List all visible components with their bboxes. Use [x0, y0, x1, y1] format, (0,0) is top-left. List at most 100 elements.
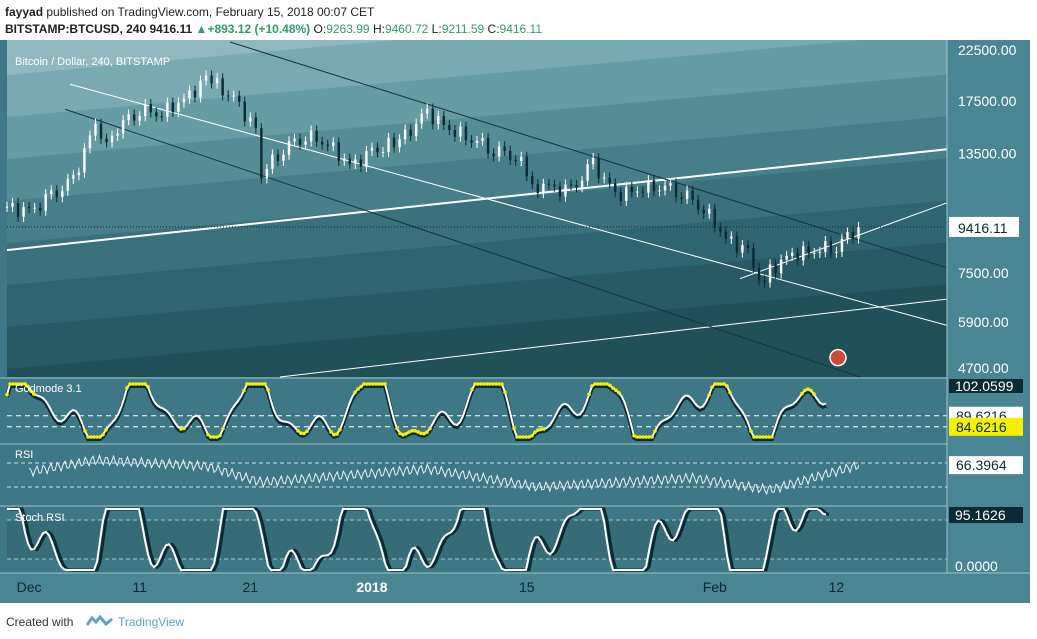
candle: [730, 236, 733, 239]
candle: [802, 246, 805, 261]
chart-area[interactable]: Bitcoin / Dollar, 240, BITSTAMP Godmode 3…: [0, 40, 1037, 603]
godmode-highlight: [515, 435, 519, 439]
candle: [365, 150, 368, 167]
candle: [326, 144, 329, 147]
candle: [359, 159, 363, 167]
godmode-highlight: [518, 435, 522, 439]
godmode-highlight: [137, 382, 141, 386]
godmode-highlight: [491, 382, 495, 386]
candle: [591, 157, 595, 165]
rsi-value-label: 66.3964: [956, 457, 1007, 473]
godmode-highlight: [242, 388, 246, 393]
candle: [320, 141, 324, 145]
time-tick-label: 2018: [356, 579, 387, 595]
rsi-line: [28, 453, 860, 496]
candle: [265, 168, 269, 179]
godmode-highlight: [806, 387, 810, 391]
godmode-highlight: [761, 435, 765, 439]
godmode-highlight: [482, 382, 486, 386]
godmode-highlight: [713, 382, 717, 386]
godmode-highlight: [707, 393, 711, 397]
godmode-highlight: [605, 382, 609, 386]
candle: [503, 146, 506, 151]
godmode-highlight: [590, 384, 594, 388]
candle: [542, 183, 545, 194]
godmode-highlight: [473, 382, 477, 386]
candle: [448, 124, 451, 131]
candle: [453, 130, 457, 137]
godmode-highlight: [215, 435, 219, 439]
candle: [702, 209, 705, 214]
godmode-value-box: [949, 379, 1023, 393]
godmode-highlight: [98, 435, 102, 439]
candle: [182, 98, 186, 103]
godmode-highlight: [86, 435, 90, 439]
godmode-highlight: [521, 435, 525, 439]
candle: [403, 129, 407, 140]
candle: [293, 138, 296, 142]
candle: [282, 154, 285, 161]
godmode-highlight: [212, 435, 216, 439]
godmode-highlight: [755, 435, 759, 439]
candle: [846, 232, 849, 239]
godmode-highlight: [398, 431, 402, 436]
godmode-highlight: [206, 432, 210, 437]
candle: [840, 238, 844, 252]
candle: [630, 186, 634, 193]
godmode-highlight: [719, 382, 723, 386]
candle: [260, 137, 263, 162]
author-name[interactable]: fayyad: [5, 5, 44, 19]
candle: [641, 191, 645, 193]
godmode-highlight: [302, 431, 306, 436]
candle: [658, 190, 661, 192]
time-axis: [0, 573, 1030, 603]
godmode-highlight: [647, 435, 651, 439]
godmode-highlight: [413, 429, 417, 433]
candle: [835, 251, 838, 253]
time-tick-label: 11: [132, 579, 147, 595]
candle: [61, 190, 64, 198]
candle: [72, 175, 75, 179]
candle: [520, 156, 523, 161]
godmode-highlight: [593, 382, 597, 386]
trend-line-falling-upper: [229, 41, 948, 269]
godmode-highlight: [254, 382, 258, 386]
godmode-highlight: [23, 382, 27, 386]
candle: [193, 90, 197, 98]
godmode-highlight: [218, 433, 222, 438]
last-price-box: [949, 216, 1019, 237]
tradingview-link[interactable]: TradingView: [118, 615, 185, 629]
candle: [619, 192, 622, 201]
high-value: 9460.72: [384, 22, 429, 36]
stoch-value-box: [949, 507, 1023, 523]
candle: [602, 177, 606, 179]
godmode-highlight: [134, 382, 138, 386]
godmode-shadow-line: [5, 384, 827, 441]
godmode-highlight: [374, 382, 378, 386]
main-chart-title: Bitcoin / Dollar, 240, BITSTAMP: [15, 56, 170, 68]
candle: [669, 183, 672, 186]
candle: [171, 102, 175, 112]
time-tick-label: Dec: [17, 579, 42, 595]
candle: [354, 159, 357, 164]
candle: [188, 90, 191, 99]
godmode-highlight: [470, 387, 474, 392]
candle: [249, 117, 252, 122]
godmode-highlight: [809, 388, 813, 393]
candle: [332, 142, 335, 147]
time-tick-label: Feb: [703, 579, 727, 595]
rsi-value-box: [949, 456, 1023, 475]
candle: [674, 183, 678, 198]
candle: [691, 190, 694, 200]
change-up-icon: ▲: [195, 22, 208, 36]
price-axis: [947, 40, 1030, 573]
candle: [33, 207, 36, 209]
low-value: 9211.59: [441, 22, 485, 36]
godmode-highlight: [92, 435, 96, 439]
candle: [83, 148, 86, 173]
candle: [110, 135, 114, 143]
godmode-highlight: [725, 384, 729, 388]
godmode-highlight: [182, 426, 186, 431]
godmode-highlight: [632, 433, 636, 438]
candle: [398, 139, 401, 148]
